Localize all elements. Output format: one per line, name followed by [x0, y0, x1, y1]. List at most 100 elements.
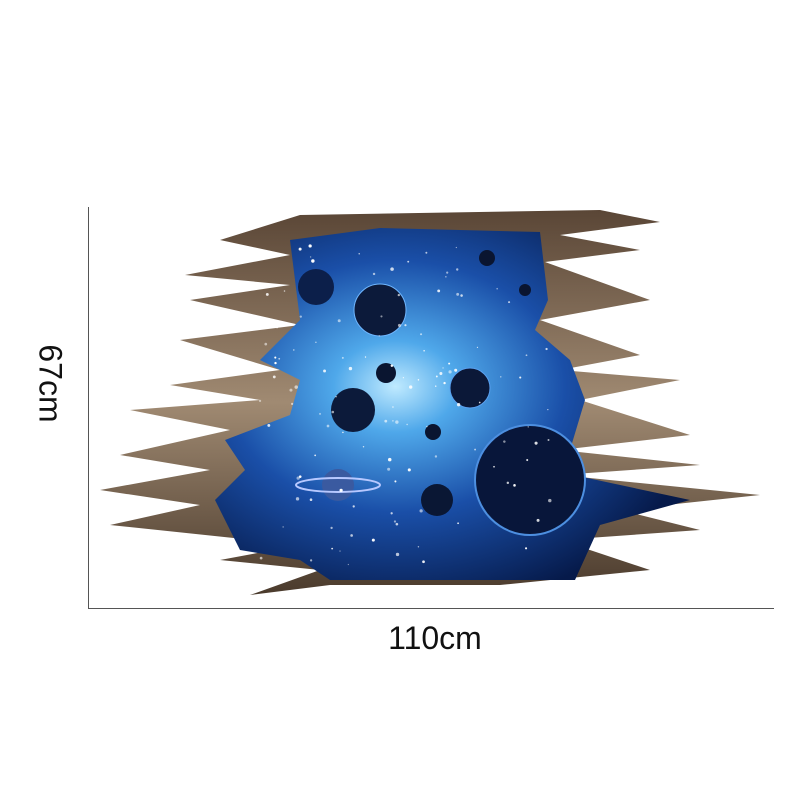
- star: [402, 377, 405, 379]
- planets: [295, 250, 586, 536]
- star: [352, 505, 355, 508]
- star: [547, 408, 549, 411]
- star: [258, 399, 262, 403]
- star: [423, 349, 425, 352]
- star: [397, 323, 402, 327]
- star: [548, 498, 552, 503]
- star: [417, 379, 420, 381]
- star: [407, 468, 411, 472]
- star: [298, 475, 302, 478]
- star: [293, 349, 295, 351]
- star: [443, 381, 446, 385]
- star: [395, 420, 399, 424]
- star: [426, 425, 428, 428]
- star: [392, 420, 394, 422]
- star: [506, 481, 510, 485]
- star: [508, 301, 511, 304]
- star: [274, 356, 277, 359]
- star: [435, 375, 438, 378]
- stars: [258, 244, 552, 566]
- star: [397, 293, 401, 297]
- star: [448, 362, 451, 365]
- star: [526, 459, 529, 462]
- star: [460, 294, 463, 297]
- star: [446, 271, 449, 274]
- star: [395, 522, 399, 526]
- star: [525, 354, 528, 357]
- star: [478, 401, 481, 404]
- star: [314, 454, 317, 457]
- star: [420, 333, 423, 336]
- star: [474, 448, 477, 451]
- star: [371, 538, 375, 542]
- star: [282, 526, 284, 528]
- star: [362, 446, 365, 448]
- star: [435, 385, 437, 387]
- star: [350, 534, 353, 537]
- star: [331, 410, 335, 414]
- star: [456, 268, 459, 271]
- star: [390, 512, 393, 515]
- star: [513, 484, 516, 487]
- star: [448, 370, 452, 374]
- star: [425, 251, 428, 254]
- star: [534, 441, 538, 445]
- star: [445, 276, 447, 278]
- star: [527, 426, 529, 428]
- star: [341, 356, 344, 359]
- star: [267, 423, 271, 427]
- star: [419, 509, 423, 513]
- star: [454, 368, 458, 372]
- star: [315, 341, 317, 343]
- star: [442, 367, 444, 369]
- star: [384, 419, 388, 423]
- star: [547, 438, 550, 441]
- star: [545, 347, 548, 351]
- star: [364, 356, 367, 358]
- star: [476, 346, 479, 349]
- star: [275, 325, 279, 329]
- star: [378, 335, 380, 337]
- star: [455, 246, 457, 249]
- star: [394, 480, 397, 483]
- star: [274, 361, 277, 365]
- star: [335, 396, 337, 398]
- star: [387, 457, 392, 462]
- star: [330, 526, 333, 530]
- star: [347, 563, 349, 566]
- star: [294, 385, 298, 389]
- star: [283, 290, 286, 292]
- star: [309, 498, 313, 501]
- star: [456, 292, 460, 296]
- star: [407, 260, 410, 263]
- star: [299, 315, 302, 318]
- star: [404, 324, 407, 327]
- star: [339, 550, 341, 552]
- star: [311, 259, 315, 263]
- star: [295, 497, 300, 501]
- star: [525, 547, 528, 550]
- star: [289, 388, 293, 392]
- star: [348, 366, 353, 371]
- star: [406, 423, 408, 426]
- star: [434, 455, 438, 458]
- star: [309, 559, 313, 562]
- star: [278, 357, 281, 360]
- star: [298, 247, 302, 251]
- star: [390, 364, 394, 367]
- star: [264, 342, 268, 346]
- width-label: 110cm: [388, 620, 482, 656]
- star: [395, 552, 400, 557]
- star: [263, 322, 265, 325]
- star: [296, 476, 300, 480]
- star: [308, 244, 312, 248]
- star: [457, 522, 459, 525]
- star: [272, 375, 276, 379]
- star: [326, 424, 330, 428]
- star: [519, 376, 522, 379]
- star: [422, 560, 425, 564]
- height-label: 67cm: [32, 344, 69, 423]
- star: [372, 272, 376, 276]
- star: [358, 253, 360, 255]
